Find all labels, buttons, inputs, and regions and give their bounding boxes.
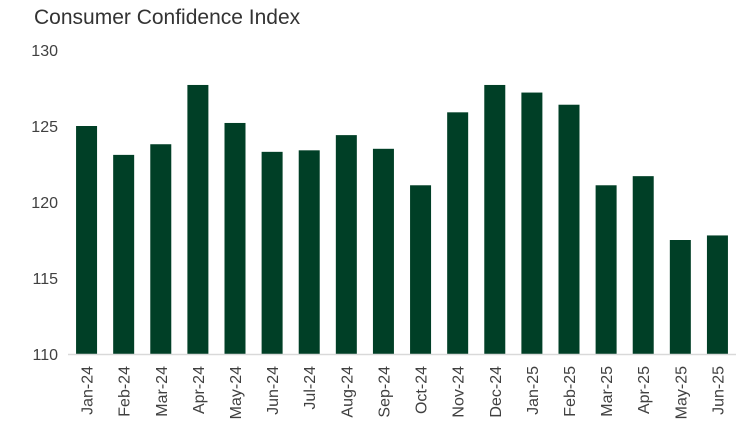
bar-Jun-25 — [706, 235, 728, 354]
x-tick-label: Feb-24 — [117, 366, 134, 417]
bar-Apr-25 — [632, 176, 654, 354]
x-tick-label: Mar-25 — [599, 366, 616, 417]
x-tick-label: Dec-24 — [488, 366, 505, 418]
bar-Sep-24 — [372, 148, 394, 354]
y-tick-label: 120 — [31, 195, 58, 212]
y-tick-label: 130 — [31, 43, 58, 60]
x-tick-label: Feb-25 — [562, 366, 579, 417]
y-axis: 110 115 120 125 130 — [31, 43, 58, 364]
bar-Dec-24 — [484, 84, 506, 355]
bar-Feb-25 — [558, 104, 580, 354]
bar-Oct-24 — [410, 185, 432, 354]
bar-Jul-24 — [298, 150, 320, 354]
x-tick-label: Mar-24 — [154, 366, 171, 417]
chart-title: Consumer Confidence Index — [34, 6, 301, 29]
x-tick-label: May-25 — [673, 366, 690, 419]
bar-Apr-24 — [187, 84, 209, 355]
y-tick-label: 125 — [31, 119, 58, 136]
x-tick-label: Jun-24 — [265, 366, 282, 415]
x-tick-label: Jan-24 — [80, 366, 97, 415]
bar-Feb-24 — [113, 154, 135, 354]
bar-Nov-24 — [447, 112, 469, 354]
x-tick-label: May-24 — [228, 366, 245, 419]
x-tick-label: Sep-24 — [376, 366, 393, 418]
bar-Mar-25 — [595, 185, 617, 354]
bar-Mar-24 — [150, 144, 172, 354]
x-tick-label: Nov-24 — [451, 366, 468, 418]
x-tick-label: Jan-25 — [525, 366, 542, 415]
bar-May-24 — [224, 122, 246, 355]
bar-Aug-24 — [335, 135, 357, 354]
bar-Jan-24 — [76, 126, 98, 354]
y-tick-label: 110 — [32, 347, 58, 364]
x-tick-label: Jun-25 — [710, 366, 727, 415]
bar-Jun-24 — [261, 151, 283, 354]
x-tick-label: Aug-24 — [339, 366, 356, 418]
y-tick-label: 115 — [32, 271, 58, 288]
bars-group — [76, 84, 728, 355]
x-tick-label: Apr-24 — [191, 366, 208, 414]
x-axis: Jan-24 Feb-24 Mar-24 Apr-24 May-24 Jun-24 Jul-… — [68, 353, 736, 419]
bar-May-25 — [669, 240, 691, 354]
x-tick-label: Apr-25 — [636, 366, 653, 414]
x-tick-label: Jul-24 — [302, 366, 319, 410]
bar-Jan-25 — [521, 92, 543, 354]
x-tick-label: Oct-24 — [414, 366, 431, 414]
